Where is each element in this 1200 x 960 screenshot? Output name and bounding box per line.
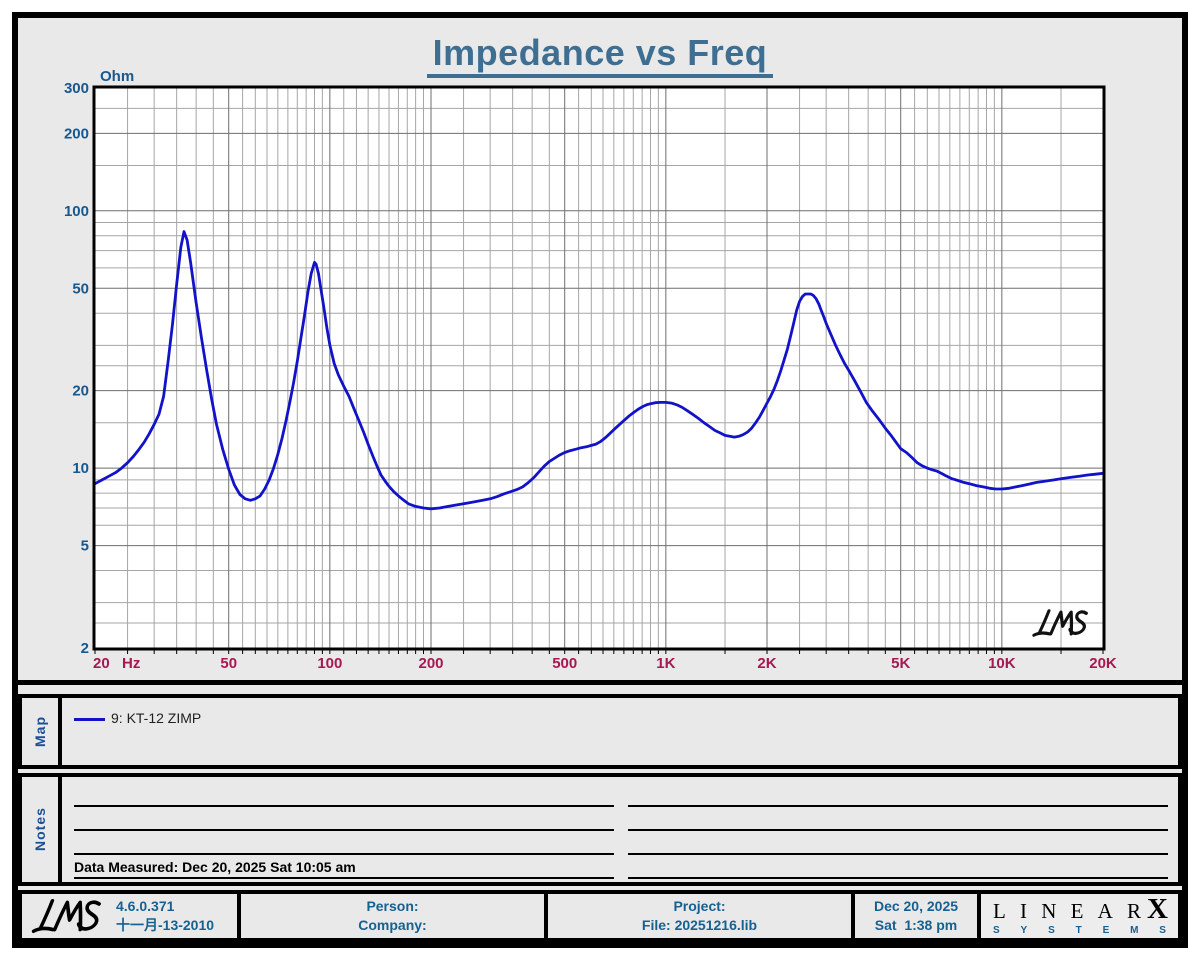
svg-text:500: 500: [552, 655, 577, 672]
note-line: [628, 829, 1168, 831]
y-axis-labels: 2 5 10 20 50 100 200 300 Ohm: [64, 68, 134, 657]
note-line: [628, 853, 1168, 855]
svg-text:20: 20: [72, 383, 89, 400]
svg-text:300: 300: [64, 80, 89, 97]
project-label: Project:: [673, 898, 726, 914]
app-build-date: 十一月-13-2010: [116, 917, 215, 933]
svg-text:10K: 10K: [988, 655, 1016, 672]
company-label: Company:: [358, 917, 427, 933]
notes-content: Data Measured: Dec 20, 2025 Sat 10:05 am: [62, 777, 1178, 882]
chart-section: Impedance vs Freq 2 5 10 20 50 100 200 300 Ohm 20…: [18, 18, 1182, 685]
svg-text:1K: 1K: [656, 655, 675, 672]
svg-text:Hz: Hz: [122, 655, 140, 672]
print-date: Dec 20, 2025: [873, 898, 959, 914]
app-version: 4.6.0.371: [116, 898, 175, 914]
svg-text:50: 50: [220, 655, 237, 672]
svg-text:Ohm: Ohm: [100, 68, 134, 85]
svg-text:200: 200: [64, 125, 89, 142]
svg-text:2: 2: [81, 640, 89, 657]
note-line: [628, 877, 1168, 879]
plot-border: [92, 85, 1106, 651]
svg-text:100: 100: [64, 203, 89, 220]
impedance-plot: 2 5 10 20 50 100 200 300 Ohm 20 Hz 50 100 200 500 1K 2K 5…: [64, 68, 1117, 672]
file-label: File: 20251216.lib: [641, 917, 758, 933]
svg-text:2K: 2K: [757, 655, 776, 672]
svg-text:5: 5: [81, 538, 89, 555]
map-content: 9: KT-12 ZIMP: [62, 698, 1178, 765]
svg-text:200: 200: [418, 655, 443, 672]
x-axis-labels: 20 Hz 50 100 200 500 1K 2K 5K 10K 20K: [93, 655, 1117, 672]
footer-version-cell: 4.6.0.371 十一月-13-2010: [22, 894, 237, 938]
svg-text:50: 50: [72, 280, 89, 297]
map-band: Map 9: KT-12 ZIMP: [18, 694, 1182, 769]
footer: 4.6.0.371 十一月-13-2010 Person: Company: P…: [18, 890, 1182, 942]
person-label: Person:: [366, 898, 419, 914]
page-title-text: Impedance vs Freq: [426, 32, 774, 78]
footer-project-cell: Project: File: 20251216.lib: [548, 894, 851, 938]
note-line: [74, 829, 614, 831]
page-title: Impedance vs Freq: [18, 32, 1182, 78]
map-sidebar: Map: [22, 698, 62, 765]
impedance-curve: [95, 230, 1103, 511]
note-line: [74, 877, 614, 879]
print-time: Sat 1:38 pm: [874, 917, 958, 933]
footer-date-cell: Dec 20, 2025 Sat 1:38 pm: [855, 894, 977, 938]
svg-text:20K: 20K: [1089, 655, 1117, 672]
svg-text:5K: 5K: [891, 655, 910, 672]
lms-script-logo-icon: [31, 898, 102, 934]
linearx-x-glyph: X: [1147, 894, 1168, 925]
note-line: [74, 853, 614, 855]
map-label: Map: [32, 716, 48, 747]
notes-sidebar: Notes: [22, 777, 62, 882]
svg-text:100: 100: [317, 655, 342, 672]
report-sheet: Impedance vs Freq 2 5 10 20 50 100 200 300 Ohm 20…: [12, 12, 1188, 948]
grid-lines: [95, 88, 1103, 648]
data-measured-text: Data Measured: Dec 20, 2025 Sat 10:05 am: [74, 859, 356, 875]
svg-text:10: 10: [72, 460, 89, 477]
notes-band: Notes Data Measured: Dec 20, 2025 Sat 10…: [18, 773, 1182, 886]
legend-label: 9: KT-12 ZIMP: [111, 710, 202, 726]
svg-text:20: 20: [93, 655, 110, 672]
notes-label: Notes: [32, 807, 48, 852]
legend-line-swatch: [74, 718, 105, 721]
note-line: [628, 805, 1168, 807]
note-line: [74, 805, 614, 807]
footer-person-cell: Person: Company:: [241, 894, 544, 938]
plot-background: [95, 88, 1103, 648]
